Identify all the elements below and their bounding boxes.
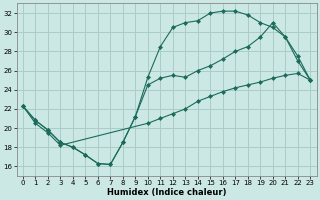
X-axis label: Humidex (Indice chaleur): Humidex (Indice chaleur) xyxy=(107,188,226,197)
